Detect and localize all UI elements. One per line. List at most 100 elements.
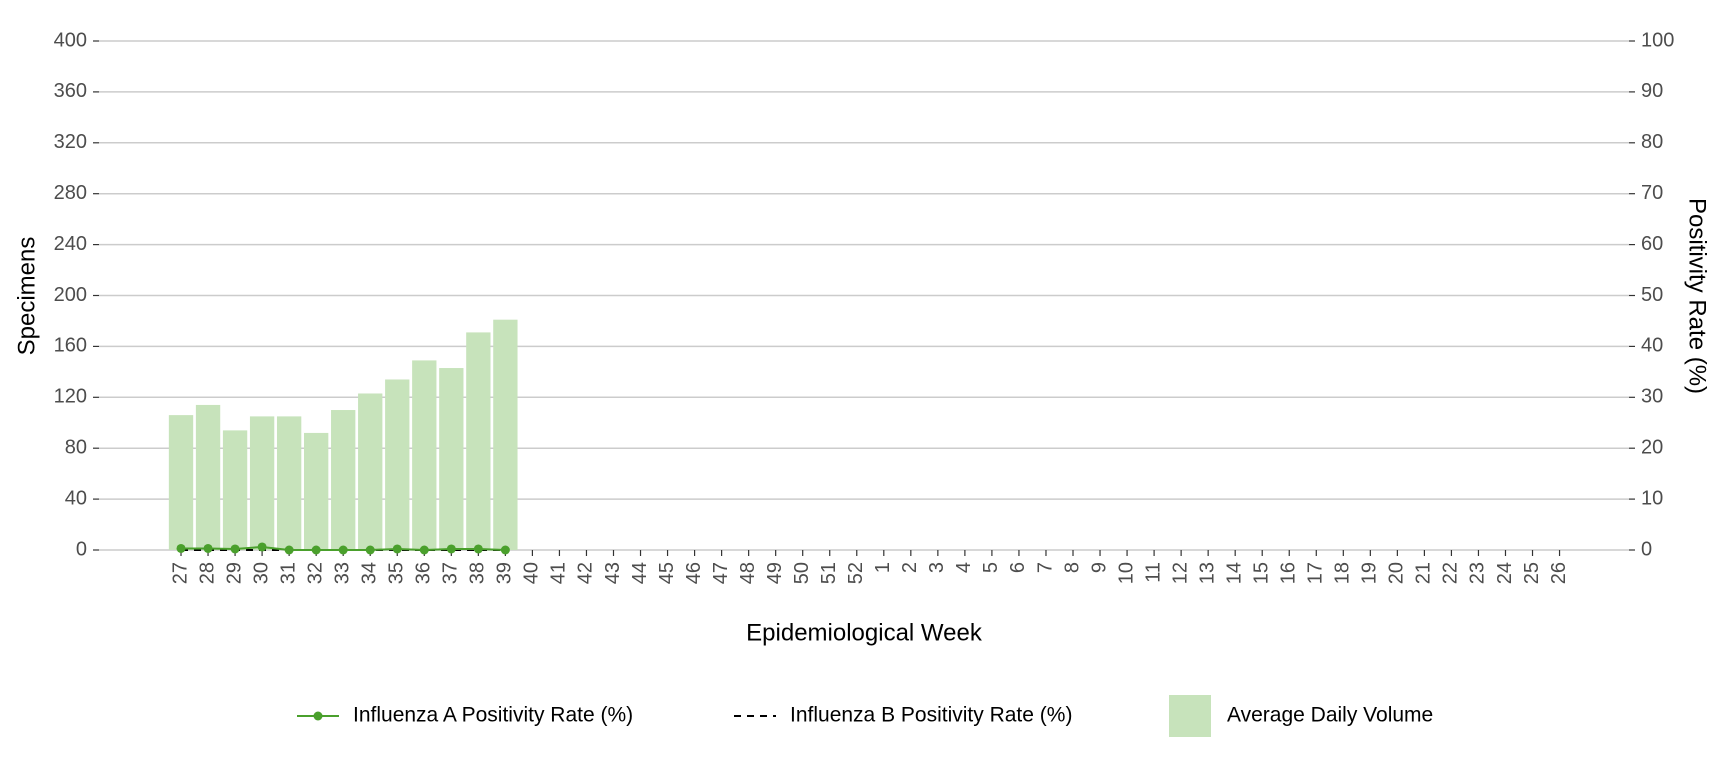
point [392,544,402,554]
bar [412,360,437,550]
point [338,545,348,555]
x-tick-label: 46 [683,562,705,584]
x-tick-label: 29 [223,562,245,584]
x-tick-label: 30 [250,562,272,584]
y2-tick-label: 70 [1641,182,1663,204]
x-tick-label: 24 [1494,562,1516,584]
y2-axis-title: Positivity Rate (%) [1684,198,1711,394]
x-tick-label: 52 [845,562,867,584]
point [500,545,510,555]
y2-tick-label: 40 [1641,335,1663,357]
x-tick-label: 23 [1467,562,1489,584]
bar [466,332,491,550]
x-tick-label: 31 [277,562,299,584]
x-tick-label: 47 [710,562,732,584]
x-tick-label: 37 [440,562,462,584]
bar [385,379,410,550]
x-tick-label: 49 [764,562,786,584]
x-tick-label: 32 [304,562,326,584]
y2-tick-label: 20 [1641,436,1663,458]
x-tick-label: 44 [629,562,651,584]
legend-label: Influenza B Positivity Rate (%) [790,704,1072,727]
x-tick-label: 12 [1169,562,1191,584]
y-tick-label: 240 [54,233,87,255]
y2-tick-label: 80 [1641,131,1663,153]
bar [493,319,518,550]
y2-tick-label: 0 [1641,538,1652,560]
point [446,544,456,554]
legend-marker [313,711,323,721]
x-tick-label: 20 [1386,562,1408,584]
x-tick-label: 4 [953,562,975,573]
x-tick-label: 27 [169,562,191,584]
bar [304,432,329,550]
x-tick-label: 17 [1305,562,1327,584]
bar [168,415,194,550]
x-tick-label: 3 [926,562,948,573]
y2-tick-label: 30 [1641,386,1663,408]
x-tick-label: 43 [602,562,624,584]
x-tick-label: 33 [331,562,353,584]
x-tick-label: 18 [1332,562,1354,584]
y-axis-title: Specimens [13,237,40,356]
legend-label: Average Daily Volume [1227,704,1433,727]
y-tick-label: 280 [54,182,87,204]
point [257,542,267,552]
point [365,545,375,555]
x-tick-label: 41 [548,562,570,584]
y2-tick-label: 10 [1641,487,1663,509]
y-tick-label: 320 [54,131,87,153]
x-tick-label: 15 [1250,562,1272,584]
legend-label: Influenza A Positivity Rate (%) [353,704,633,727]
legend-swatch [1169,695,1211,737]
x-tick-label: 7 [1034,562,1056,573]
x-tick-label: 45 [656,562,678,584]
x-tick-label: 26 [1548,562,1570,584]
x-tick-label: 6 [1007,562,1029,573]
point [473,544,483,554]
x-tick-label: 14 [1223,562,1245,584]
y-tick-label: 120 [54,386,87,408]
x-tick-label: 13 [1196,562,1218,584]
x-tick-label: 8 [1061,562,1083,573]
x-tick-label: 10 [1115,562,1137,584]
x-tick-label: 9 [1088,562,1110,573]
x-tick-label: 5 [980,562,1002,573]
bar [331,410,356,550]
point [176,543,186,553]
point [419,545,429,555]
x-tick-label: 11 [1142,562,1164,583]
y-tick-label: 360 [54,80,87,102]
x-tick-label: 19 [1359,562,1381,584]
y-tick-label: 80 [65,436,87,458]
x-axis-title: Epidemiological Week [746,619,983,646]
y2-tick-label: 100 [1641,29,1674,51]
y2-tick-label: 50 [1641,284,1663,306]
bar [222,430,248,550]
y-tick-label: 400 [54,29,87,51]
x-tick-label: 51 [818,562,840,584]
x-tick-label: 21 [1413,562,1435,584]
y-tick-label: 40 [65,487,87,509]
x-tick-label: 48 [737,562,759,584]
y-tick-label: 200 [54,284,87,306]
x-tick-label: 34 [359,562,381,584]
x-tick-label: 2 [899,562,921,573]
bar [358,393,383,550]
x-tick-label: 50 [791,562,813,584]
x-tick-label: 25 [1521,562,1543,584]
x-tick-label: 1 [872,562,894,573]
point [230,544,240,554]
y2-tick-label: 90 [1641,80,1663,102]
bar [276,416,302,550]
x-tick-label: 35 [386,562,408,584]
bar [439,368,464,550]
point [203,543,213,553]
point [284,545,294,555]
x-tick-label: 28 [196,562,218,584]
x-tick-label: 42 [575,562,597,584]
bar [249,416,275,550]
x-tick-label: 38 [467,562,489,584]
point [311,545,321,555]
